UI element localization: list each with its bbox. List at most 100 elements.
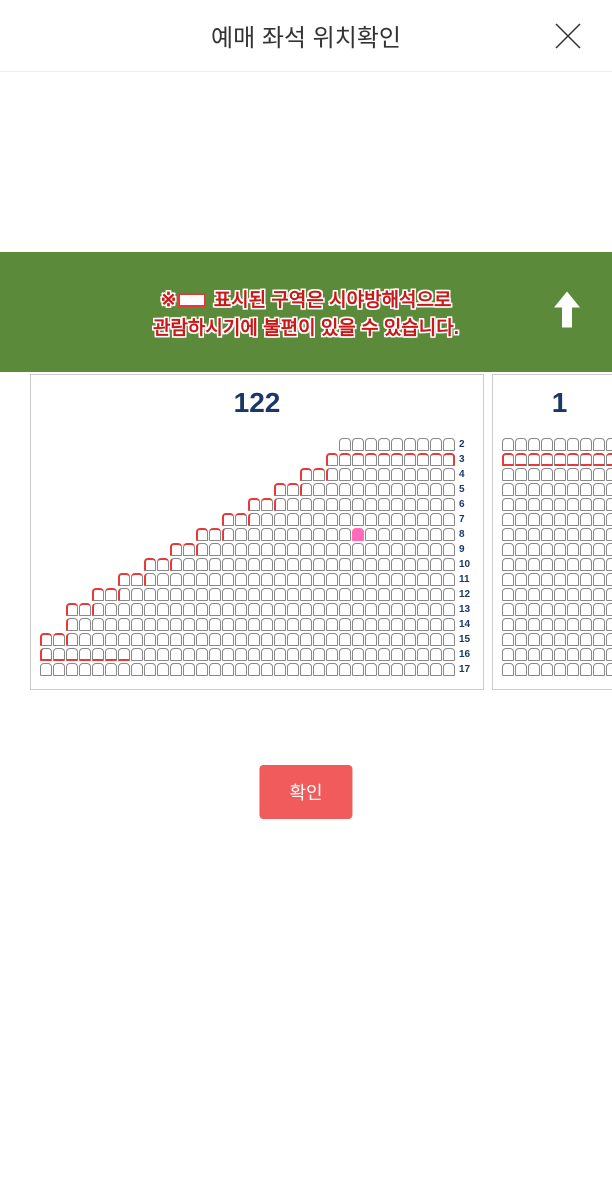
seat[interactable] xyxy=(404,438,416,451)
seat[interactable] xyxy=(248,573,260,586)
seat[interactable] xyxy=(404,528,416,541)
seat[interactable] xyxy=(541,648,553,661)
seat[interactable] xyxy=(274,618,286,631)
seat[interactable] xyxy=(235,603,247,616)
seat[interactable] xyxy=(365,663,377,676)
seat[interactable] xyxy=(404,588,416,601)
seat[interactable] xyxy=(391,528,403,541)
seat[interactable] xyxy=(92,588,104,601)
seat[interactable] xyxy=(352,438,364,451)
seat[interactable] xyxy=(170,663,182,676)
seat[interactable] xyxy=(417,588,429,601)
seat[interactable] xyxy=(528,468,540,481)
seat[interactable] xyxy=(118,648,130,661)
seat[interactable] xyxy=(300,573,312,586)
seat[interactable] xyxy=(541,633,553,646)
seat[interactable] xyxy=(79,663,91,676)
seat[interactable] xyxy=(606,513,612,526)
seat[interactable] xyxy=(378,483,390,496)
seat[interactable] xyxy=(53,648,65,661)
seat[interactable] xyxy=(593,543,605,556)
seat[interactable] xyxy=(567,618,579,631)
seat[interactable] xyxy=(183,633,195,646)
seat[interactable] xyxy=(222,573,234,586)
seat[interactable] xyxy=(606,603,612,616)
seat[interactable] xyxy=(430,453,442,466)
seat[interactable] xyxy=(430,588,442,601)
seat[interactable] xyxy=(567,558,579,571)
seat[interactable] xyxy=(183,558,195,571)
seat[interactable] xyxy=(567,453,579,466)
seat[interactable] xyxy=(144,558,156,571)
seat[interactable] xyxy=(131,633,143,646)
seat[interactable] xyxy=(287,498,299,511)
seat[interactable] xyxy=(606,588,612,601)
seat[interactable] xyxy=(144,648,156,661)
seat[interactable] xyxy=(417,438,429,451)
seat[interactable] xyxy=(502,498,514,511)
seat[interactable] xyxy=(300,528,312,541)
seat[interactable] xyxy=(443,588,455,601)
seat[interactable] xyxy=(209,573,221,586)
seat[interactable] xyxy=(528,573,540,586)
seat[interactable] xyxy=(365,483,377,496)
seat[interactable] xyxy=(606,438,612,451)
seat[interactable] xyxy=(541,603,553,616)
seat[interactable] xyxy=(313,648,325,661)
seat[interactable] xyxy=(170,573,182,586)
seat[interactable] xyxy=(391,498,403,511)
seat[interactable] xyxy=(326,483,338,496)
seat[interactable] xyxy=(209,543,221,556)
seat[interactable] xyxy=(580,438,592,451)
seat[interactable] xyxy=(261,648,273,661)
seat[interactable] xyxy=(339,603,351,616)
seat[interactable] xyxy=(593,513,605,526)
seat[interactable] xyxy=(580,453,592,466)
seat[interactable] xyxy=(541,438,553,451)
seat[interactable] xyxy=(287,528,299,541)
seat[interactable] xyxy=(274,663,286,676)
seat[interactable] xyxy=(222,663,234,676)
seat[interactable] xyxy=(313,513,325,526)
seat[interactable] xyxy=(157,633,169,646)
seat[interactable] xyxy=(541,453,553,466)
seat[interactable] xyxy=(443,528,455,541)
seat[interactable] xyxy=(66,648,78,661)
seat[interactable] xyxy=(300,648,312,661)
seat[interactable] xyxy=(92,648,104,661)
seat[interactable] xyxy=(515,558,527,571)
seat[interactable] xyxy=(606,618,612,631)
seat[interactable] xyxy=(248,663,260,676)
seat[interactable] xyxy=(443,663,455,676)
seat[interactable] xyxy=(515,633,527,646)
seat[interactable] xyxy=(417,453,429,466)
seat[interactable] xyxy=(567,438,579,451)
seat[interactable] xyxy=(528,513,540,526)
seat[interactable] xyxy=(248,618,260,631)
seat[interactable] xyxy=(515,468,527,481)
seat[interactable] xyxy=(567,468,579,481)
seat[interactable] xyxy=(196,633,208,646)
seat[interactable] xyxy=(326,618,338,631)
seat[interactable] xyxy=(261,663,273,676)
seat[interactable] xyxy=(170,648,182,661)
seat[interactable] xyxy=(593,603,605,616)
seat[interactable] xyxy=(118,663,130,676)
seat[interactable] xyxy=(528,663,540,676)
seat[interactable] xyxy=(580,528,592,541)
seat[interactable] xyxy=(92,663,104,676)
seat[interactable] xyxy=(378,573,390,586)
seat[interactable] xyxy=(606,498,612,511)
seat[interactable] xyxy=(443,438,455,451)
seat[interactable] xyxy=(287,648,299,661)
seat[interactable] xyxy=(339,663,351,676)
seat[interactable] xyxy=(274,648,286,661)
seat[interactable] xyxy=(404,498,416,511)
seat[interactable] xyxy=(391,573,403,586)
seat[interactable] xyxy=(528,483,540,496)
seat[interactable] xyxy=(261,543,273,556)
seat[interactable] xyxy=(157,588,169,601)
seat[interactable] xyxy=(580,558,592,571)
seat[interactable] xyxy=(105,603,117,616)
seat[interactable] xyxy=(417,543,429,556)
